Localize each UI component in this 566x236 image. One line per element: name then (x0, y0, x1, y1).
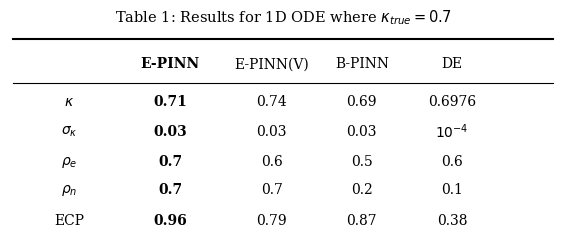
Text: 0.1: 0.1 (441, 183, 463, 197)
Text: 0.6: 0.6 (441, 155, 463, 169)
Text: 0.6976: 0.6976 (428, 95, 476, 109)
Text: 0.74: 0.74 (256, 95, 287, 109)
Text: 0.5: 0.5 (351, 155, 373, 169)
Text: $\rho_n$: $\rho_n$ (61, 183, 77, 198)
Text: 0.7: 0.7 (261, 183, 282, 197)
Text: 0.71: 0.71 (153, 95, 187, 109)
Text: 0.2: 0.2 (351, 183, 373, 197)
Text: Table 1: Results for 1D ODE where $\kappa_{true} = 0.7$: Table 1: Results for 1D ODE where $\kapp… (115, 8, 451, 27)
Text: $\rho_e$: $\rho_e$ (61, 155, 77, 170)
Text: $10^{-4}$: $10^{-4}$ (435, 123, 469, 141)
Text: 0.6: 0.6 (261, 155, 282, 169)
Text: 0.87: 0.87 (346, 214, 377, 228)
Text: 0.03: 0.03 (153, 125, 187, 139)
Text: B-PINN: B-PINN (335, 57, 389, 71)
Text: 0.79: 0.79 (256, 214, 287, 228)
Text: ECP: ECP (54, 214, 84, 228)
Text: 0.03: 0.03 (256, 125, 287, 139)
Text: 0.03: 0.03 (346, 125, 377, 139)
Text: 0.69: 0.69 (346, 95, 377, 109)
Text: 0.7: 0.7 (158, 183, 182, 197)
Text: $\sigma_\kappa$: $\sigma_\kappa$ (61, 125, 77, 139)
Text: $\kappa$: $\kappa$ (64, 95, 74, 109)
Text: 0.38: 0.38 (437, 214, 467, 228)
Text: DE: DE (441, 57, 462, 71)
Text: 0.96: 0.96 (153, 214, 187, 228)
Text: E-PINN: E-PINN (141, 57, 200, 71)
Text: 0.7: 0.7 (158, 155, 182, 169)
Text: E-PINN(V): E-PINN(V) (234, 57, 309, 71)
